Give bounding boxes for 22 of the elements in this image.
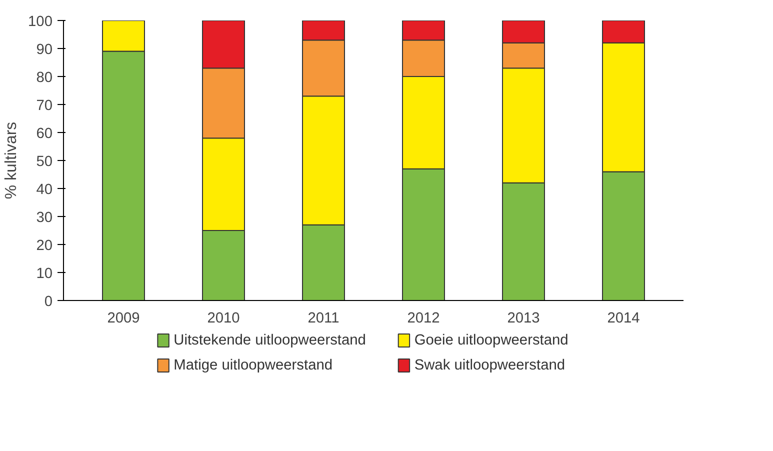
x-tick-label: 2012 [407, 310, 440, 326]
y-tick-label: 10 [36, 266, 53, 282]
legend-label: Goeie uitloopweerstand [414, 332, 568, 348]
x-tick-label: 2011 [308, 310, 340, 326]
y-tick-label: 30 [36, 210, 53, 226]
y-tick-label: 0 [44, 294, 53, 310]
y-tick-label: 20 [36, 238, 53, 254]
legend-label: Swak uitloopweerstand [414, 358, 566, 374]
x-tick-label: 2013 [507, 310, 540, 326]
y-tick-label: 90 [36, 42, 53, 58]
y-tick-label: 70 [36, 98, 53, 114]
y-tick-label: 80 [36, 70, 53, 86]
legend-label: Matige uitloopweerstand [174, 358, 333, 374]
x-tick-label: 2009 [107, 310, 140, 326]
legend-label: Uitstekende uitloopweerstand [174, 332, 366, 348]
y-axis-title: % kultivars [3, 122, 20, 200]
y-tick-label: 40 [36, 182, 53, 198]
y-tick-label: 60 [36, 126, 53, 142]
y-tick-label: 100 [28, 14, 53, 30]
x-tick-label: 2010 [207, 310, 240, 326]
x-tick-label: 2014 [607, 310, 640, 326]
y-tick-label: 50 [36, 154, 53, 170]
